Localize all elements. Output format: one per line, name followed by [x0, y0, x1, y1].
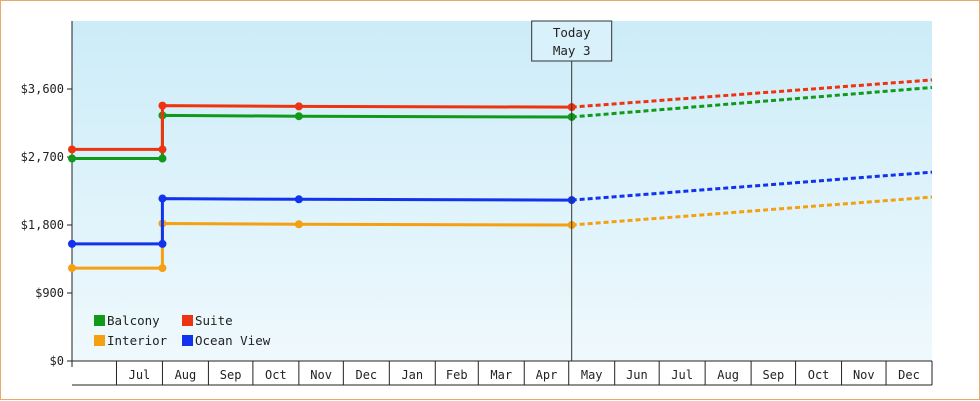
series-projection-line [571, 195, 933, 227]
data-point [68, 145, 76, 154]
legend-swatch [94, 315, 105, 326]
data-point [294, 102, 303, 111]
x-tick-label: Oct [808, 368, 830, 382]
today-box [531, 20, 613, 62]
x-tick-label: Nov [853, 368, 875, 382]
legend-swatch [94, 335, 105, 346]
data-point [158, 194, 167, 203]
legend-label: Suite [195, 313, 233, 328]
data-point [68, 264, 76, 273]
legend-label: Ocean View [195, 333, 271, 348]
x-tick-label: May [581, 368, 603, 382]
x-tick-label: Jun [626, 368, 648, 382]
x-tick-label: Feb [446, 368, 468, 382]
x-tick-label: Mar [490, 368, 512, 382]
y-tick-label: $2,700 [21, 150, 64, 164]
x-tick-label: Jan [401, 368, 423, 382]
data-point [294, 195, 303, 204]
y-tick-label: $1,800 [21, 218, 64, 232]
data-point [158, 239, 167, 248]
series-projection-line [571, 170, 933, 202]
x-tick-label: Oct [265, 368, 287, 382]
data-point [158, 264, 167, 273]
today-label: Today [553, 25, 591, 40]
data-point [294, 220, 303, 229]
y-tick-label: $900 [35, 286, 64, 300]
x-tick-label: Apr [536, 368, 558, 382]
x-tick-label: Jul [671, 368, 693, 382]
y-tick-label: $0 [50, 354, 64, 368]
y-axis: $0 $900 $1,800 $2,700 $3,600 [21, 21, 73, 368]
series-projection-line [571, 85, 933, 119]
x-tick-label: Nov [310, 368, 332, 382]
legend-label: Interior [107, 333, 168, 348]
data-point [68, 154, 76, 163]
legend-swatch [182, 335, 193, 346]
x-tick-label: Dec [898, 368, 920, 382]
x-tick-label: Sep [220, 368, 242, 382]
legend-swatch [182, 315, 193, 326]
data-point [158, 145, 167, 154]
data-point [68, 239, 76, 248]
x-tick-label: Aug [717, 368, 739, 382]
x-axis: Jul Aug Sep Oct Nov Dec Jan Feb Mar Apr May Jun Jul A… [72, 360, 933, 386]
data-point [158, 101, 167, 110]
x-tick-label: Sep [763, 368, 785, 382]
today-marker: Today May 3 [531, 20, 613, 361]
plot-background [72, 21, 932, 361]
series-projection-line [571, 78, 933, 109]
legend: Balcony Suite Interior Ocean View [94, 313, 271, 348]
series-layer [68, 78, 933, 273]
today-date-label: May 3 [553, 43, 591, 58]
data-point [294, 112, 303, 121]
legend-label: Balcony [107, 313, 160, 328]
y-tick-label: $3,600 [21, 82, 64, 96]
data-point [158, 154, 167, 163]
x-tick-label: Dec [355, 368, 377, 382]
x-tick-label: Jul [129, 368, 151, 382]
x-tick-label: Aug [175, 368, 197, 382]
